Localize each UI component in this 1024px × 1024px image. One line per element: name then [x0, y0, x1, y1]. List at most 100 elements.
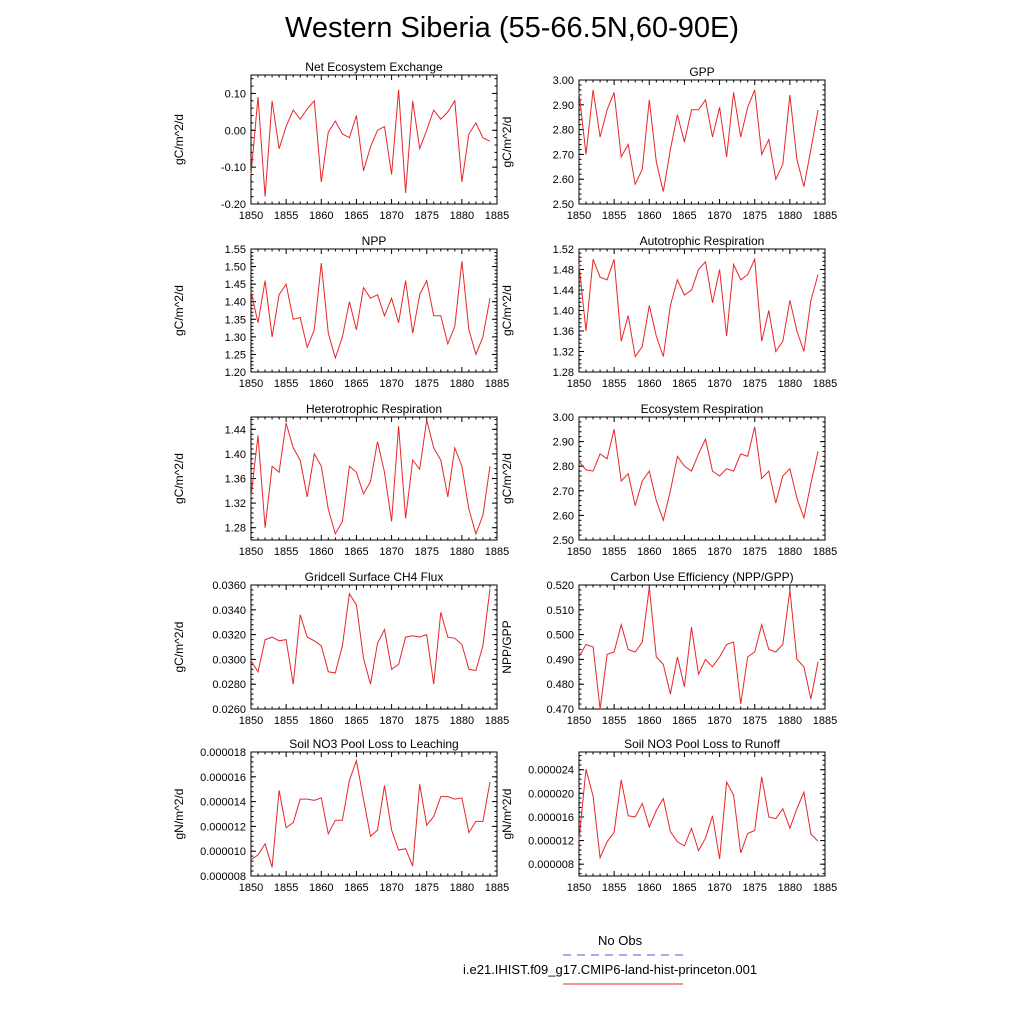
- y-tick-label: 3.00: [553, 75, 574, 87]
- series-line: [250, 89, 491, 197]
- y-axis-label: gC/m^2/d: [500, 285, 514, 336]
- x-tick-label: 1855: [602, 546, 626, 558]
- y-tick-label: -0.10: [221, 162, 246, 174]
- y-tick-label: 1.25: [225, 349, 246, 361]
- y-tick-label: 0.0360: [212, 580, 246, 592]
- x-tick-label: 1850: [239, 210, 263, 222]
- x-tick-label: 1865: [672, 546, 696, 558]
- x-tick-label: 1885: [485, 715, 509, 727]
- x-tick-label: 1875: [414, 715, 438, 727]
- y-tick-label: 1.45: [225, 279, 246, 291]
- chart-panel-7: Carbon Use Efficiency (NPP/GPP) NPP/GPP 18…: [500, 570, 837, 727]
- y-tick-label: 1.40: [553, 306, 574, 318]
- y-tick-label: 1.40: [225, 297, 246, 309]
- x-tick-label: 1860: [309, 210, 333, 222]
- x-tick-label: 1885: [813, 546, 837, 558]
- y-tick-label: 1.35: [225, 314, 246, 326]
- panel-title: NPP: [362, 234, 387, 248]
- x-tick-label: 1880: [450, 210, 474, 222]
- x-tick-label: 1870: [707, 210, 731, 222]
- x-tick-label: 1855: [602, 378, 626, 390]
- y-tick-label: 1.36: [553, 326, 574, 338]
- x-tick-label: 1870: [379, 882, 403, 894]
- chart-panel-4: Heterotrophic Respiration gC/m^2/d 1850 185…: [172, 402, 509, 558]
- x-tick-label: 1865: [344, 546, 368, 558]
- plot-frame: [250, 248, 498, 373]
- chart-panel-3: Autotrophic Respiration gC/m^2/d 1850 1855 1…: [500, 234, 837, 390]
- x-tick-label: 1860: [309, 882, 333, 894]
- panel-title: Soil NO3 Pool Loss to Runoff: [624, 737, 781, 751]
- plot-frame: [250, 584, 498, 710]
- panel-title: Gridcell Surface CH4 Flux: [305, 570, 444, 584]
- chart-panel-5: Ecosystem Respiration gC/m^2/d 1850 1855 186…: [500, 402, 837, 558]
- series-line: [578, 89, 819, 192]
- x-tick-label: 1855: [274, 546, 298, 558]
- y-axis-label: gC/m^2/d: [172, 622, 186, 673]
- x-tick-label: 1860: [637, 546, 661, 558]
- x-tick-label: 1850: [567, 378, 591, 390]
- y-axis-label: gC/m^2/d: [500, 117, 514, 168]
- y-axis-label: NPP/GPP: [500, 620, 514, 673]
- x-tick-label: 1865: [344, 715, 368, 727]
- y-tick-label: -0.20: [221, 199, 246, 211]
- chart-panel-8: Soil NO3 Pool Loss to Leaching gN/m^2/d 18…: [172, 737, 509, 894]
- x-tick-label: 1865: [344, 378, 368, 390]
- y-tick-label: 0.510: [546, 605, 574, 617]
- x-tick-label: 1870: [707, 378, 731, 390]
- x-tick-label: 1870: [707, 882, 731, 894]
- x-tick-label: 1860: [637, 882, 661, 894]
- x-tick-label: 1880: [450, 546, 474, 558]
- x-tick-label: 1850: [567, 715, 591, 727]
- x-tick-label: 1850: [567, 882, 591, 894]
- x-tick-label: 1880: [450, 882, 474, 894]
- legend-label-no-obs: No Obs: [598, 933, 643, 948]
- y-tick-label: 2.60: [553, 174, 574, 186]
- y-tick-label: 0.000024: [528, 765, 574, 777]
- y-tick-label: 0.000016: [200, 772, 246, 784]
- x-tick-label: 1885: [485, 882, 509, 894]
- y-axis-label: gN/m^2/d: [172, 789, 186, 840]
- panel-title: Net Ecosystem Exchange: [305, 60, 443, 74]
- x-tick-label: 1860: [309, 546, 333, 558]
- series-line: [578, 426, 819, 523]
- x-tick-label: 1860: [309, 715, 333, 727]
- y-axis-label: gC/m^2/d: [172, 114, 186, 165]
- x-tick-label: 1875: [414, 378, 438, 390]
- x-tick-label: 1850: [239, 546, 263, 558]
- chart-panel-2: NPP gC/m^2/d 1850 1855 1860 1865 1870 1875 1880 1…: [172, 234, 509, 390]
- x-tick-label: 1855: [274, 378, 298, 390]
- y-tick-label: 0.00: [225, 125, 246, 137]
- y-tick-label: 1.48: [553, 265, 574, 277]
- x-tick-label: 1855: [602, 210, 626, 222]
- x-tick-label: 1870: [379, 378, 403, 390]
- y-tick-label: 0.0320: [212, 630, 246, 642]
- x-tick-label: 1870: [707, 546, 731, 558]
- series-line: [578, 587, 819, 710]
- x-tick-label: 1865: [672, 210, 696, 222]
- panel-title: Autotrophic Respiration: [640, 234, 765, 248]
- y-tick-label: 2.50: [553, 199, 574, 211]
- x-tick-label: 1850: [239, 378, 263, 390]
- x-tick-label: 1875: [742, 715, 766, 727]
- y-tick-label: 0.000008: [528, 859, 574, 871]
- y-tick-label: 0.000016: [528, 812, 574, 824]
- x-tick-label: 1870: [379, 210, 403, 222]
- panel-title: Carbon Use Efficiency (NPP/GPP): [610, 570, 793, 584]
- plot-frame: [250, 751, 498, 877]
- y-tick-label: 0.000020: [528, 788, 574, 800]
- plot-frame: [578, 79, 826, 205]
- series-line: [250, 758, 491, 868]
- x-tick-label: 1860: [637, 210, 661, 222]
- y-tick-label: 0.000014: [200, 797, 246, 809]
- x-tick-label: 1880: [778, 546, 802, 558]
- y-tick-label: 1.28: [225, 523, 246, 535]
- x-tick-label: 1880: [778, 715, 802, 727]
- y-tick-label: 1.32: [225, 498, 246, 510]
- series-line: [250, 261, 491, 360]
- panel-title: GPP: [689, 65, 714, 79]
- x-tick-label: 1850: [567, 210, 591, 222]
- x-tick-label: 1880: [450, 378, 474, 390]
- x-tick-label: 1875: [414, 882, 438, 894]
- x-tick-label: 1850: [239, 882, 263, 894]
